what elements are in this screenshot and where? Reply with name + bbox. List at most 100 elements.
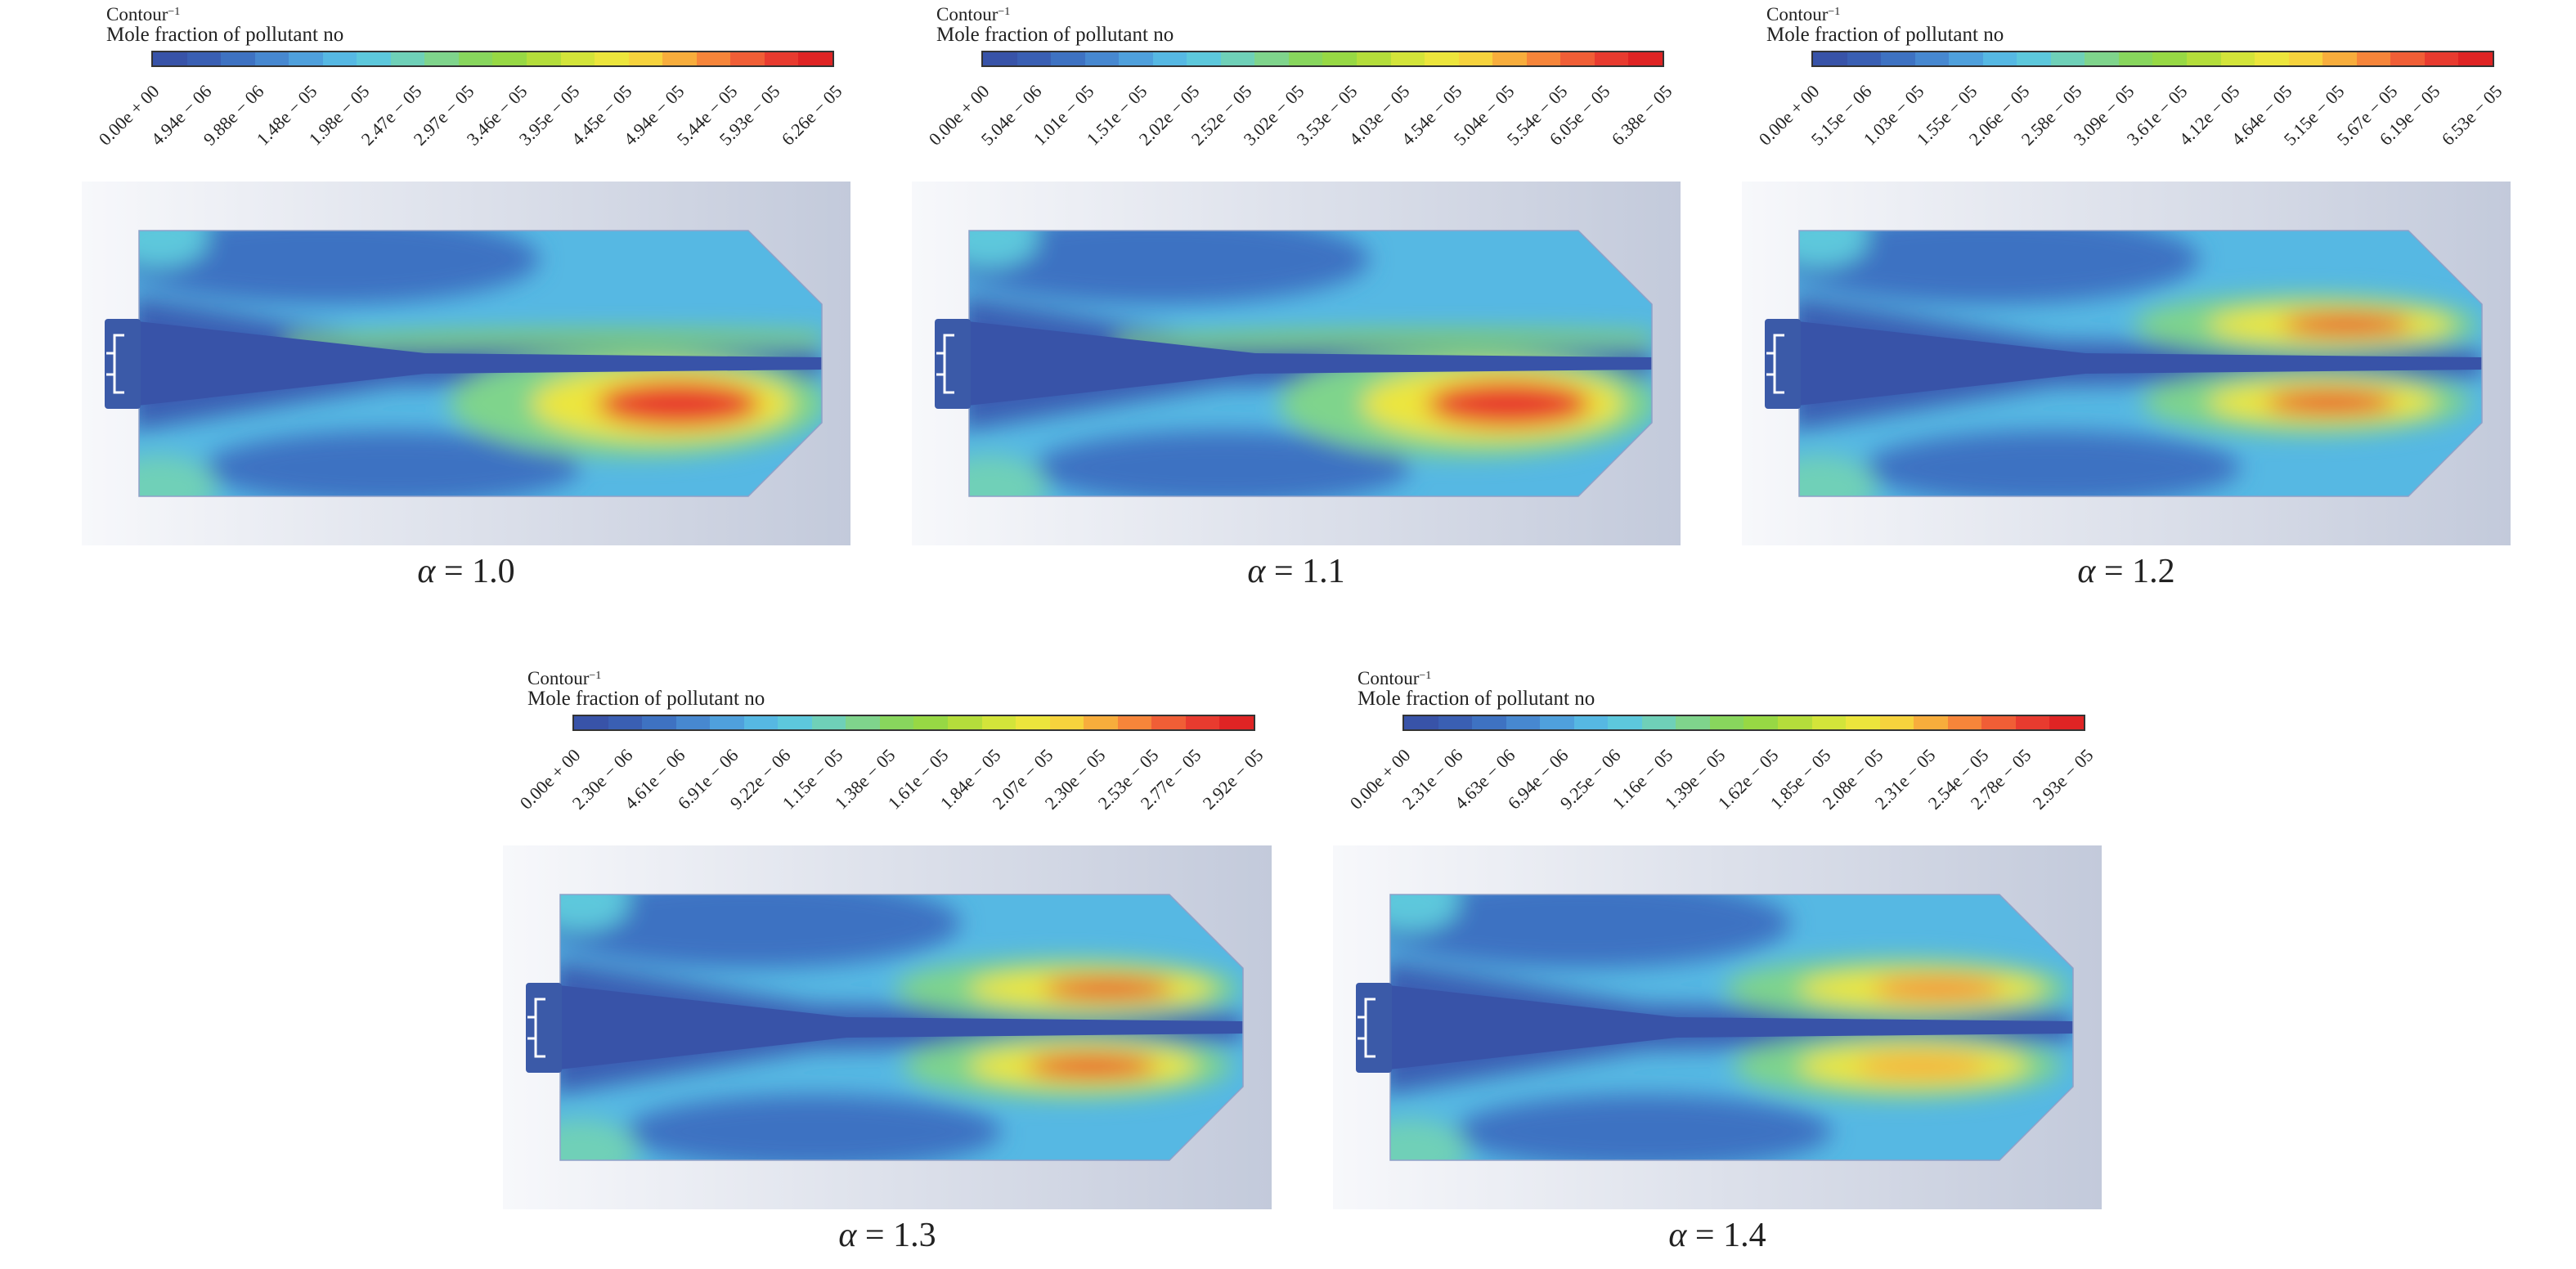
colorbar-band <box>981 716 1016 729</box>
colorbar-band <box>1594 52 1629 65</box>
colorbar-band <box>1185 716 1220 729</box>
colorbar-band <box>1425 52 1459 65</box>
colorbar-band <box>1084 716 1118 729</box>
colorbar-band <box>492 52 527 65</box>
chamber-outline <box>1798 230 2483 497</box>
colorbar-band <box>1288 52 1323 65</box>
colorbar-band <box>1628 52 1663 65</box>
colorbar-band <box>1608 716 1642 729</box>
colorbar-band <box>1981 716 2016 729</box>
burner-nozzle <box>1765 319 1801 409</box>
legend-title-text: Contour <box>527 668 590 688</box>
upper-dark-zone <box>139 231 540 304</box>
colorbar-band <box>221 52 255 65</box>
nozzle-outline <box>936 334 954 394</box>
colorbar-band <box>2017 52 2051 65</box>
colorbar-band <box>390 52 425 65</box>
legend-variable: Mole fraction of pollutant no <box>936 24 1174 46</box>
colorbar-band <box>560 52 595 65</box>
colorbar-band <box>1390 52 1425 65</box>
legend-title: Contour−1 <box>1766 5 1840 24</box>
corner-green-zone <box>969 455 1047 496</box>
colorbar-band <box>289 52 323 65</box>
colorbar-band <box>2390 52 2425 65</box>
colorbar-band <box>527 52 561 65</box>
burner-nozzle <box>526 983 562 1073</box>
colorbar-band <box>1709 716 1744 729</box>
colorbar-band <box>1879 716 1914 729</box>
colorbar-band <box>1438 716 1473 729</box>
colorbar-band <box>595 52 629 65</box>
colorbar-band <box>2152 52 2188 65</box>
legend-title-text: Contour <box>1766 4 1829 25</box>
colorbar-band <box>1914 716 1948 729</box>
colorbar-band <box>1506 716 1541 729</box>
chamber-field <box>1390 895 2073 1160</box>
burner-nozzle <box>1356 983 1392 1073</box>
lower-dark-zone <box>204 431 581 496</box>
colorbar-band <box>642 716 676 729</box>
jet-inner-core <box>1390 984 2073 1070</box>
lower-hotspot <box>1427 381 1591 427</box>
caption-value: = 1.1 <box>1265 553 1345 590</box>
contour-plot <box>1333 845 2102 1209</box>
caption-variable: α <box>2077 553 2096 590</box>
legend-title-sup: −1 <box>168 6 181 18</box>
colorbar-band <box>2049 716 2084 729</box>
colorbar-band <box>608 716 643 729</box>
lower-hotspot <box>1856 1055 1987 1078</box>
colorbar-band <box>1847 52 1882 65</box>
colorbar <box>981 51 1664 67</box>
contour-plot <box>503 845 1272 1209</box>
colorbar-tick-label: 2.92e − 05 <box>1198 744 1268 814</box>
colorbar-band <box>1187 52 1221 65</box>
colorbar-band <box>798 52 832 65</box>
upper-hotspot <box>1043 978 1174 999</box>
colorbar-band <box>1472 716 1506 729</box>
colorbar-band <box>1322 52 1358 65</box>
contour-panel-1: Contour−1 Mole fraction of pollutant no 0.… <box>82 0 850 605</box>
colorbar-band <box>1152 52 1187 65</box>
colorbar-band <box>764 52 799 65</box>
corner-cyan-zone <box>560 895 630 931</box>
caption-variable: α <box>417 553 436 590</box>
burner-nozzle <box>935 319 971 409</box>
lower-dark-zone <box>1034 431 1411 496</box>
chamber-field <box>969 231 1652 496</box>
legend-variable: Mole fraction of pollutant no <box>1766 24 2004 46</box>
colorbar-band <box>1219 716 1254 729</box>
colorbar-tick-label: 6.38e − 05 <box>1607 80 1676 150</box>
colorbar-band <box>1881 52 1915 65</box>
colorbar-band <box>2085 52 2119 65</box>
legend-title: Contour−1 <box>1358 669 1431 688</box>
colorbar-band <box>254 52 289 65</box>
contour-panel-3: Contour−1 Mole fraction of pollutant no 0.… <box>1742 0 2511 605</box>
chamber-outline <box>968 230 1653 497</box>
colorbar-band <box>2050 52 2085 65</box>
colorbar-band <box>153 52 187 65</box>
colorbar-band <box>2187 52 2221 65</box>
colorbar-band <box>1151 716 1186 729</box>
legend-title-sup: −1 <box>1828 6 1841 18</box>
colorbar-band <box>2220 52 2255 65</box>
colorbar <box>151 51 834 67</box>
upper-dark-zone <box>1390 895 1791 968</box>
colorbar-band <box>662 52 697 65</box>
colorbar-band <box>458 52 493 65</box>
upper-flame-band <box>1116 330 1652 350</box>
colorbar-band <box>1254 52 1289 65</box>
contour-panel-5: Contour−1 Mole fraction of pollutant no 0.… <box>1333 664 2102 1269</box>
colorbar-band <box>1641 716 1676 729</box>
jet-inner-core <box>139 321 822 406</box>
legend-title: Contour−1 <box>106 5 180 24</box>
colorbar-band <box>1914 52 1950 65</box>
legend-title-sup: −1 <box>998 6 1011 18</box>
contour-panel-2: Contour−1 Mole fraction of pollutant no 0.… <box>912 0 1681 605</box>
upper-hotspot <box>2282 314 2412 335</box>
case-caption: α = 1.1 <box>912 552 1681 591</box>
colorbar-band <box>2356 52 2391 65</box>
colorbar-band <box>846 716 880 729</box>
colorbar-band <box>1220 52 1255 65</box>
colorbar-band <box>2118 52 2153 65</box>
upper-dark-zone <box>1799 231 2200 304</box>
